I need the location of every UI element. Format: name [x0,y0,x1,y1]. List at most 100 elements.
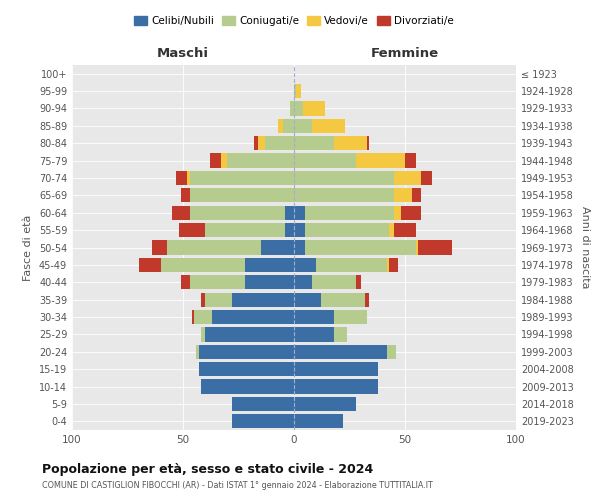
Bar [320,292,365,307]
Bar [305,240,416,254]
Bar [209,154,221,168]
Bar [196,344,199,359]
Bar [294,275,312,289]
Bar [194,310,212,324]
Bar [285,223,294,237]
Bar [394,188,412,202]
Bar [190,171,294,185]
Bar [394,223,416,237]
Bar [176,171,187,185]
Bar [294,380,379,394]
Bar [212,310,294,324]
Bar [412,188,421,202]
Bar [232,397,294,411]
Bar [205,328,294,342]
Bar [294,344,387,359]
Bar [312,275,356,289]
Bar [232,414,294,428]
Bar [312,118,345,133]
Bar [294,206,305,220]
Bar [152,240,167,254]
Bar [416,240,418,254]
Bar [181,275,190,289]
Text: COMUNE DI CASTIGLION FIBOCCHI (AR) - Dati ISTAT 1° gennaio 2024 - Elaborazione T: COMUNE DI CASTIGLION FIBOCCHI (AR) - Dat… [42,481,433,490]
Bar [296,84,301,98]
Bar [294,240,305,254]
Bar [201,292,205,307]
Bar [190,275,245,289]
Bar [389,258,398,272]
Bar [139,258,161,272]
Bar [232,292,294,307]
Bar [205,292,232,307]
Y-axis label: Fasce di età: Fasce di età [23,214,33,280]
Text: Femmine: Femmine [371,47,439,60]
Bar [283,118,294,133]
Bar [190,206,285,220]
Bar [205,223,285,237]
Bar [334,328,347,342]
Bar [418,240,452,254]
Bar [199,362,294,376]
Bar [190,188,294,202]
Bar [405,154,416,168]
Bar [201,328,205,342]
Bar [259,136,265,150]
Bar [294,102,303,116]
Bar [387,344,396,359]
Bar [387,258,389,272]
Bar [221,154,227,168]
Bar [294,223,305,237]
Bar [394,171,421,185]
Bar [401,206,421,220]
Bar [294,84,296,98]
Bar [316,258,387,272]
Bar [334,310,367,324]
Bar [294,188,394,202]
Bar [356,275,361,289]
Bar [290,102,294,116]
Bar [421,171,431,185]
Bar [265,136,294,150]
Bar [245,275,294,289]
Bar [161,258,245,272]
Bar [181,188,190,202]
Bar [305,223,389,237]
Bar [260,240,294,254]
Bar [294,362,379,376]
Bar [199,344,294,359]
Bar [201,380,294,394]
Legend: Celibi/Nubili, Coniugati/e, Vedovi/e, Divorziati/e: Celibi/Nubili, Coniugati/e, Vedovi/e, Di… [130,12,458,30]
Bar [367,136,370,150]
Bar [294,171,394,185]
Bar [294,397,356,411]
Bar [365,292,370,307]
Bar [294,310,334,324]
Bar [294,414,343,428]
Bar [305,206,394,220]
Bar [179,223,205,237]
Bar [294,292,320,307]
Bar [187,171,190,185]
Bar [389,223,394,237]
Bar [356,154,405,168]
Bar [285,206,294,220]
Bar [334,136,367,150]
Bar [167,240,260,254]
Bar [294,258,316,272]
Bar [294,328,334,342]
Bar [192,310,194,324]
Bar [294,154,356,168]
Text: Popolazione per età, sesso e stato civile - 2024: Popolazione per età, sesso e stato civil… [42,462,373,475]
Text: Maschi: Maschi [157,47,209,60]
Bar [394,206,401,220]
Bar [227,154,294,168]
Y-axis label: Anni di nascita: Anni di nascita [580,206,590,289]
Bar [303,102,325,116]
Bar [294,136,334,150]
Bar [254,136,259,150]
Bar [294,118,312,133]
Bar [172,206,190,220]
Bar [278,118,283,133]
Bar [245,258,294,272]
